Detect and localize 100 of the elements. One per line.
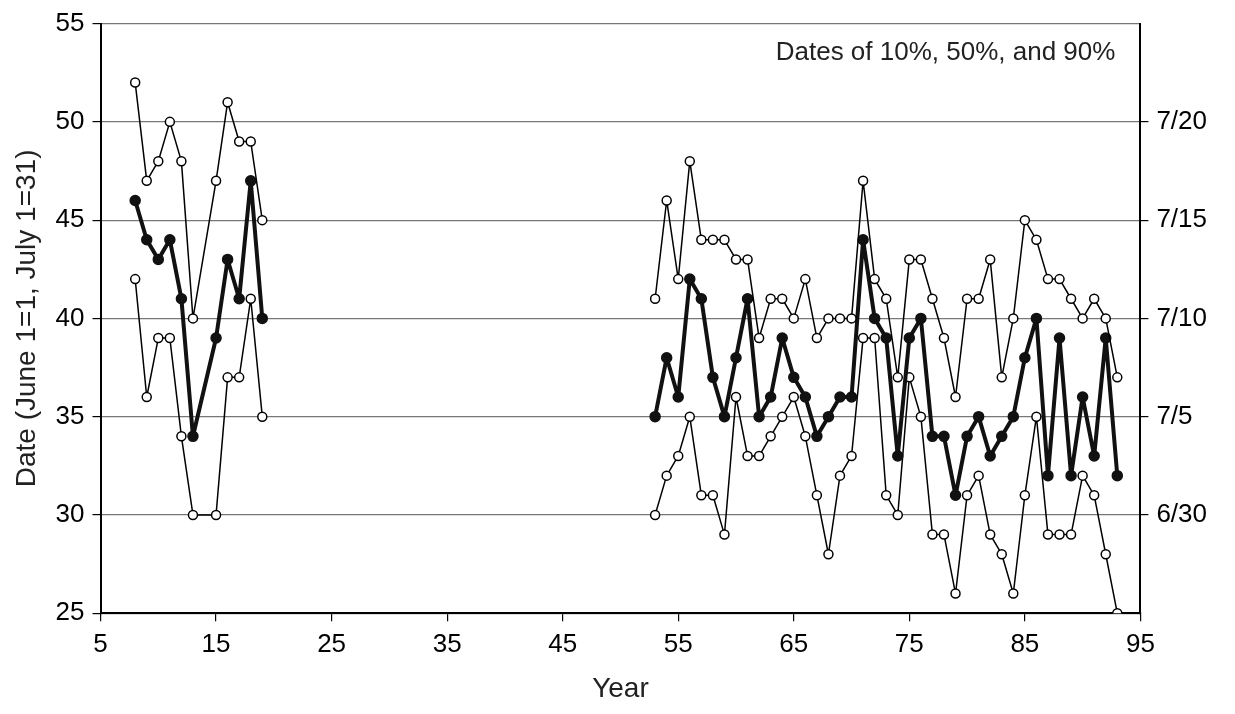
point: [1100, 548, 1111, 560]
point: [672, 391, 684, 403]
point: [660, 351, 673, 364]
point: [961, 490, 973, 501]
point: [257, 214, 268, 226]
point: [245, 293, 256, 304]
point: [776, 293, 788, 304]
point: [672, 273, 684, 285]
point: [938, 529, 950, 540]
point: [915, 411, 927, 422]
point: [857, 175, 869, 187]
point: [742, 450, 753, 462]
point: [684, 411, 696, 422]
point: [811, 430, 823, 443]
point: [1031, 234, 1042, 246]
point: [800, 431, 811, 442]
point: [765, 293, 776, 304]
point: [846, 313, 857, 324]
point: [880, 293, 892, 304]
x-tick-label: 5: [93, 627, 108, 658]
point: [834, 313, 846, 324]
x-tick-label: 55: [663, 627, 693, 658]
point: [996, 430, 1008, 443]
point: [973, 470, 984, 481]
y-tick-label: 30: [55, 498, 85, 529]
point: [753, 450, 765, 462]
x-tick-label: 75: [894, 627, 924, 658]
point: [788, 371, 800, 384]
point: [175, 293, 188, 305]
point: [950, 588, 961, 599]
point: [684, 273, 696, 285]
point: [176, 155, 187, 167]
point: [141, 391, 152, 403]
point: [1042, 529, 1054, 540]
x-tick-label: 15: [201, 627, 231, 658]
point: [788, 391, 800, 403]
point: [846, 450, 857, 462]
point: [256, 312, 269, 325]
point: [210, 175, 222, 187]
x-tick-label: 65: [779, 627, 809, 658]
point: [822, 410, 835, 423]
point: [834, 391, 846, 403]
x-axis-title: Year: [592, 671, 649, 703]
point: [1076, 391, 1089, 403]
point: [649, 410, 661, 423]
point: [695, 293, 708, 305]
point: [1065, 529, 1077, 540]
y-axis-title: Date (June 1=1, July 1=31): [9, 149, 41, 488]
point: [730, 254, 742, 265]
point: [927, 529, 938, 540]
point: [892, 372, 904, 383]
point: [222, 372, 233, 383]
point: [1088, 490, 1100, 501]
point: [1088, 293, 1100, 304]
point: [1019, 490, 1031, 501]
point: [927, 293, 938, 304]
point: [672, 450, 684, 462]
point: [707, 490, 719, 501]
point: [869, 332, 880, 344]
point: [880, 490, 892, 501]
point: [684, 155, 696, 167]
point: [984, 529, 996, 540]
point: [857, 234, 869, 246]
point: [707, 371, 719, 384]
point: [753, 332, 765, 344]
point: [961, 293, 973, 304]
y-tick-label: 40: [55, 301, 85, 332]
point: [892, 509, 904, 521]
point: [649, 509, 661, 521]
point: [1077, 470, 1088, 481]
point: [1031, 411, 1042, 422]
point: [164, 234, 176, 246]
point: [210, 509, 222, 521]
point: [187, 509, 199, 521]
point: [1019, 351, 1031, 364]
point: [811, 332, 823, 344]
point: [730, 391, 742, 403]
point: [1111, 469, 1124, 482]
point: [1088, 450, 1100, 462]
y-tick-label: 45: [55, 203, 85, 234]
point: [140, 234, 153, 246]
point: [868, 312, 881, 325]
point: [1019, 214, 1031, 226]
y2-tick-label: 7/15: [1156, 203, 1208, 234]
point: [961, 430, 973, 443]
point: [661, 195, 672, 206]
point: [244, 175, 257, 187]
point: [880, 332, 892, 344]
point: [257, 411, 268, 422]
point: [164, 116, 176, 128]
point: [984, 450, 996, 462]
point: [996, 548, 1007, 560]
point: [1042, 469, 1054, 482]
point: [233, 136, 245, 147]
point: [776, 411, 788, 422]
point: [222, 96, 233, 108]
point: [915, 312, 927, 325]
point: [1065, 469, 1077, 482]
point: [153, 155, 164, 167]
point: [719, 529, 730, 540]
